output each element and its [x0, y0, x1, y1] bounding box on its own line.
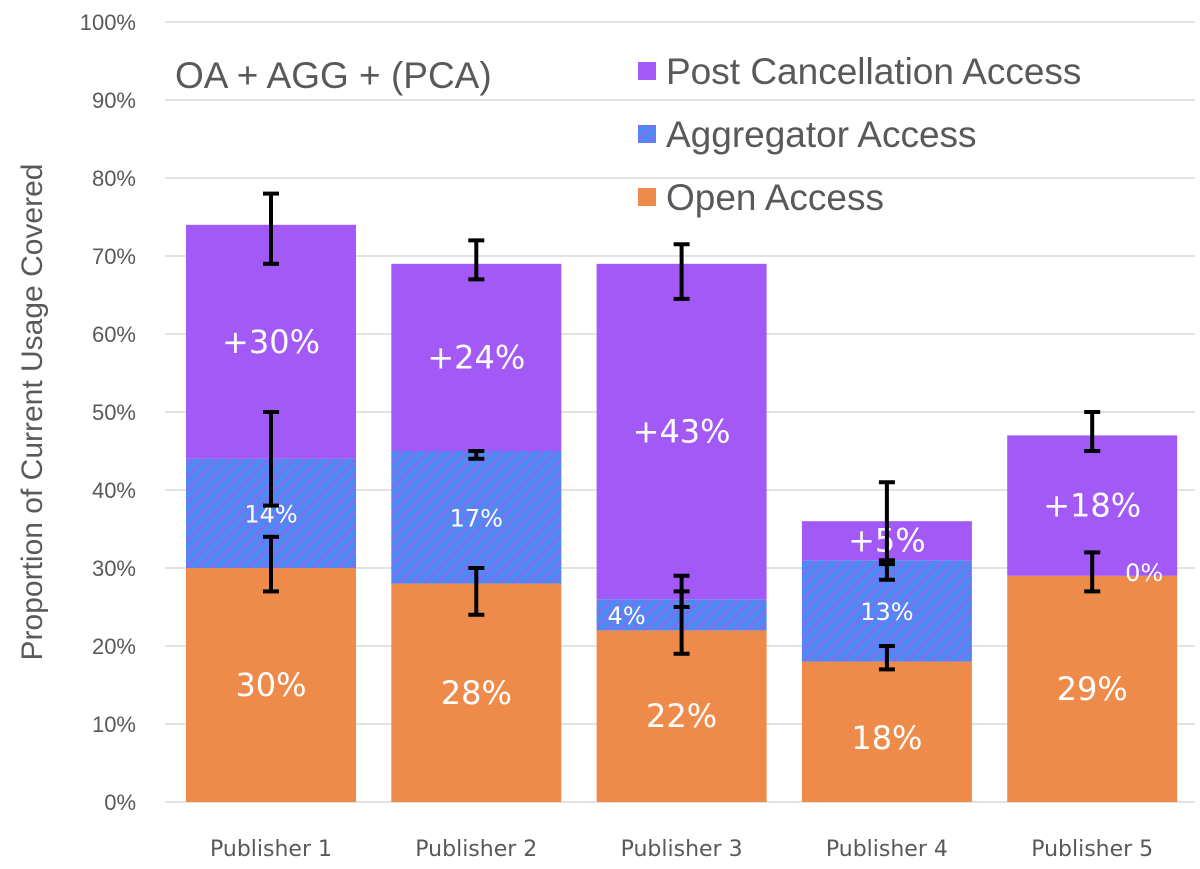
data-label: +24%	[427, 338, 525, 376]
error-bars	[263, 191, 1101, 672]
bar-segment-post-cancellation-access	[596, 263, 767, 600]
data-label: +43%	[633, 413, 731, 451]
legend: Post Cancellation Access Aggregator Acces…	[638, 51, 1081, 218]
y-tick-label: 20%	[92, 634, 136, 659]
y-tick-label: 100%	[80, 10, 136, 35]
bar-segment-open-access	[186, 568, 356, 802]
data-label: 17%	[450, 504, 503, 532]
data-label: 28%	[441, 674, 512, 712]
x-axis-categories: Publisher 1 Publisher 2 Publisher 3 Publish…	[210, 837, 1153, 862]
y-tick-label: 70%	[92, 244, 136, 269]
y-tick-label: 10%	[92, 712, 136, 737]
y-tick-label: 90%	[92, 88, 136, 113]
data-label: +18%	[1043, 487, 1141, 525]
bar-segment-open-access	[391, 583, 562, 802]
y-tick-label: 60%	[92, 322, 136, 347]
y-tick-label: 50%	[92, 400, 136, 425]
x-category-label: Publisher 2	[415, 837, 537, 862]
data-label: +30%	[222, 323, 320, 361]
legend-entry: Open Access	[666, 177, 884, 218]
x-category-label: Publisher 1	[210, 837, 332, 862]
x-category-label: Publisher 4	[826, 837, 948, 862]
bar-segment-open-access	[801, 661, 972, 802]
data-label: 30%	[235, 666, 306, 704]
data-label: 22%	[646, 697, 717, 735]
y-tick-label: 0%	[104, 790, 136, 815]
legend-entry: Post Cancellation Access	[666, 51, 1081, 92]
data-label: 29%	[1057, 670, 1128, 708]
bar-segment-aggregator-access	[391, 451, 562, 584]
legend-entry: Aggregator Access	[666, 114, 977, 155]
bar-segment-post-cancellation-access	[391, 263, 562, 451]
legend-swatch	[638, 62, 656, 80]
legend-swatch	[638, 188, 656, 206]
y-tick-label: 40%	[92, 478, 136, 503]
data-label: 4%	[608, 602, 646, 630]
y-tick-label: 30%	[92, 556, 136, 581]
bars	[186, 224, 1178, 802]
y-tick-label: 80%	[92, 166, 136, 191]
x-category-label: Publisher 3	[621, 837, 743, 862]
data-label: 13%	[860, 598, 913, 626]
bar-segment-open-access	[1007, 575, 1178, 802]
chart-title: OA + AGG + (PCA)	[175, 55, 492, 96]
x-category-label: Publisher 5	[1031, 837, 1153, 862]
data-label: 18%	[851, 719, 922, 757]
legend-swatch	[638, 125, 656, 143]
data-label: 0%	[1125, 559, 1163, 587]
y-axis-label: Proportion of Current Usage Covered	[16, 164, 49, 661]
bar-segment-open-access	[596, 630, 767, 802]
y-axis-ticks: 0% 10% 20% 30% 40% 50% 60% 70% 80% 90% 100%	[80, 10, 136, 815]
